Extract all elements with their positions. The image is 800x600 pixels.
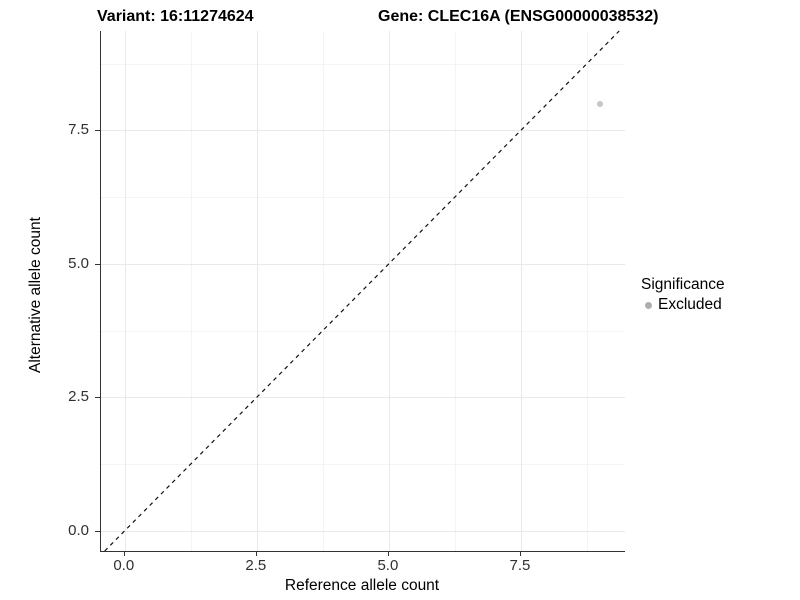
excluded-point-icon [644, 301, 652, 309]
y-tick-label: 7.5 [68, 121, 89, 139]
minor-gridline-vertical [190, 31, 192, 551]
y-tick-label: 5.0 [68, 254, 89, 272]
y-axis-tick [95, 397, 100, 399]
variant-title: Variant: 16:11274624 [97, 8, 254, 25]
minor-gridline-horizontal [101, 63, 625, 65]
x-axis-title: Reference allele count [284, 577, 440, 594]
x-tick-label: 5.0 [377, 557, 399, 574]
x-axis-tick [519, 551, 521, 556]
y-axis-tick [95, 263, 100, 265]
y-axis-title: Alternative allele count [27, 217, 44, 373]
x-axis-tick [255, 551, 257, 556]
x-axis-tick [387, 551, 389, 556]
minor-gridline-horizontal [101, 463, 625, 465]
legend-entry-excluded: Excluded [641, 296, 791, 314]
x-tick-label: 2.5 [245, 557, 267, 574]
identity-reference-line [104, 30, 620, 552]
legend-entry-label: Excluded [658, 296, 722, 313]
y-axis-tick [95, 130, 100, 132]
data-point [597, 100, 604, 107]
minor-gridline-horizontal [101, 197, 625, 199]
major-gridline-horizontal [101, 530, 625, 532]
x-axis-tick [123, 551, 125, 556]
plot-panel [100, 30, 625, 552]
major-gridline-horizontal [101, 130, 625, 132]
minor-gridline-vertical [586, 31, 588, 551]
legend-key [636, 296, 660, 314]
minor-gridline-vertical [454, 31, 456, 551]
major-gridline-horizontal [101, 397, 625, 399]
y-tick-label: 0.0 [68, 521, 89, 539]
major-gridline-vertical [124, 31, 126, 551]
major-gridline-horizontal [101, 263, 625, 265]
y-tick-label: 2.5 [68, 388, 89, 406]
y-axis-tick [95, 530, 100, 532]
gene-title: Gene: CLEC16A (ENSG00000038532) [378, 8, 659, 25]
minor-gridline-vertical [322, 31, 324, 551]
major-gridline-vertical [520, 31, 522, 551]
x-tick-label: 7.5 [509, 557, 531, 574]
legend: Significance Excluded [641, 276, 791, 314]
major-gridline-vertical [256, 31, 258, 551]
minor-gridline-horizontal [101, 330, 625, 332]
major-gridline-vertical [388, 31, 390, 551]
x-tick-label: 0.0 [113, 557, 135, 574]
legend-title: Significance [641, 276, 725, 293]
